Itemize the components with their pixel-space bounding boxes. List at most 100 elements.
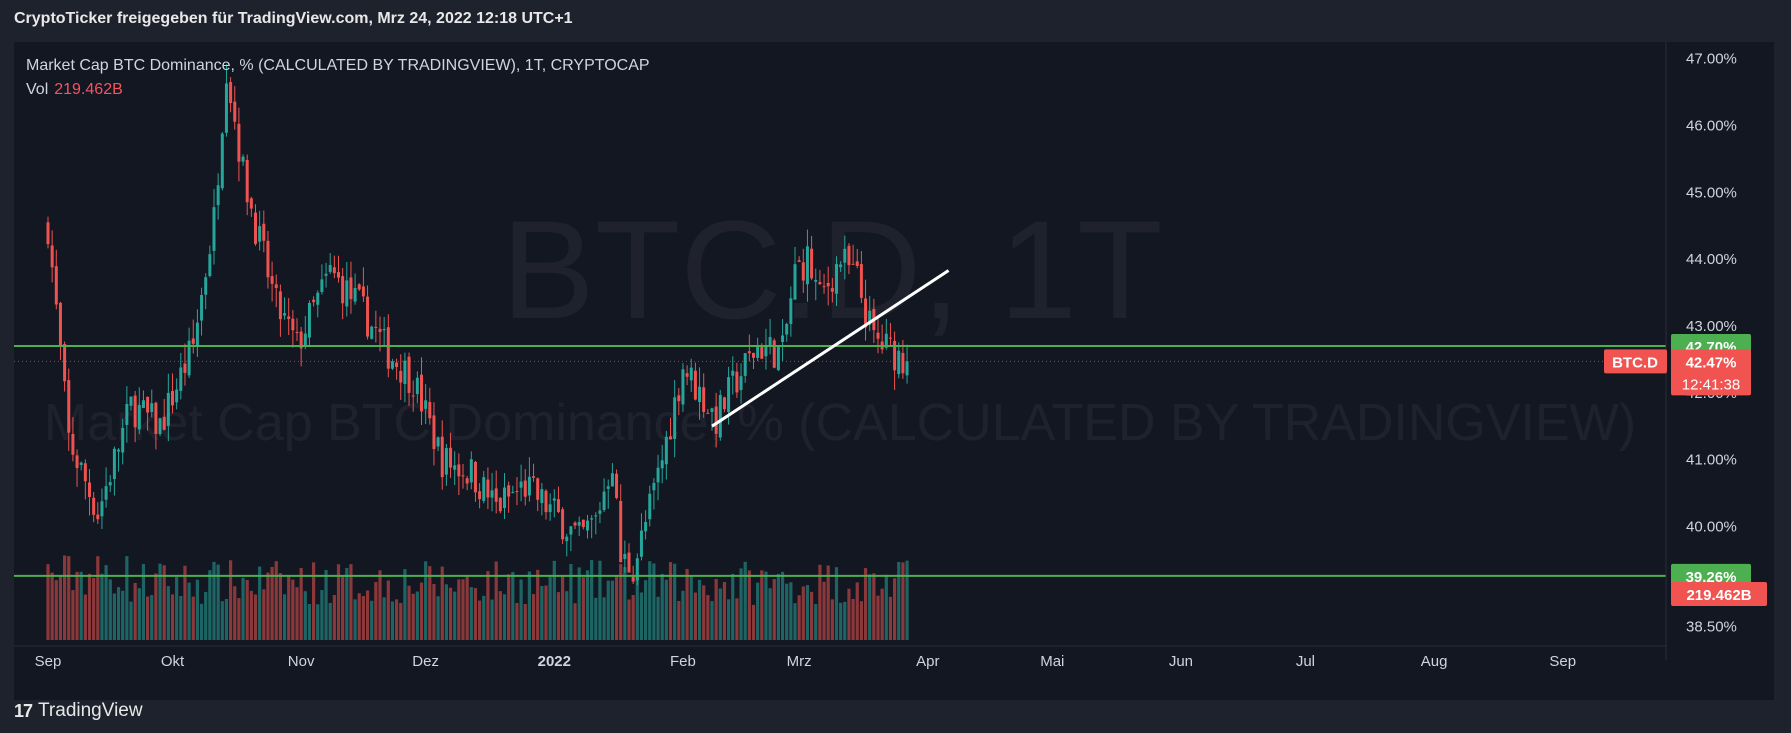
volume-bar [793,603,797,640]
volume-bar [407,585,411,640]
candle-body [415,377,419,395]
candle-body [54,266,58,305]
volume-bar [233,586,237,640]
volume-bar [229,560,233,640]
volume-bar [693,592,697,640]
candle-body [233,101,237,122]
candle-body [507,485,511,497]
volume-bars [46,555,909,640]
candle-body [586,520,589,531]
candle-body [619,500,623,563]
volume-bar [548,576,552,640]
time-tick-label: Dez [412,653,439,670]
volume-bar [602,597,606,640]
candle-body [150,403,154,413]
volume-bar [262,589,266,640]
volume-bar [50,572,54,640]
trendline-drawing [711,269,950,428]
volume-bar [648,561,652,640]
candle-body [258,226,262,242]
candle-body [212,207,216,251]
volume-bar [307,604,312,640]
candle-body [241,156,245,162]
volume-bar [63,555,67,640]
legend-volume-line: Vol 219.462B [26,78,650,102]
time-axis[interactable]: Sep Okt Nov Dez 2022 Feb Mrz Apr Mai Jun Jul Aug Sep [14,645,1666,670]
candle-body [698,386,702,403]
volume-bar [324,570,328,640]
candle-body [855,261,859,266]
candle-body [731,370,735,376]
volume-bar [830,599,834,640]
volume-bar [92,577,96,640]
volume-bar [731,573,735,640]
volume-bar [498,591,502,640]
symbol-watermark: BTC.D, 1T Market Cap BTC Dominance, % (CA… [44,191,1636,452]
volume-bar [320,590,324,640]
candle-body [498,497,502,512]
candle-body [814,279,818,282]
candle-body [768,337,772,347]
level-price-label-bg [1671,563,1751,588]
candle-body [349,277,353,300]
candle-body [473,461,477,493]
time-tick-label: Sep [35,653,62,670]
tradingview-branding[interactable]: 17 TradingView [14,697,143,725]
volume-bar [561,575,565,640]
candle-body [361,286,365,297]
volume-bar [656,596,660,640]
volume-bar [83,594,87,640]
volume-bar [461,579,465,640]
volume-bar [486,571,490,640]
volume-bar [365,590,370,640]
volume-bar [826,565,830,640]
tradingview-brand-name: TradingView [38,700,143,721]
candle-body [830,288,834,292]
volume-bar [199,603,204,640]
candle-body [312,299,316,303]
price-axis[interactable]: 47.00%46.00%45.00%44.00%43.00%42.00%41.0… [1604,42,1767,660]
volume-bar [834,567,839,640]
candle-body [581,519,585,528]
candle-body [540,489,544,504]
drawing-overlays[interactable] [14,269,1666,577]
volume-bar [714,578,718,640]
volume-bar [859,601,863,640]
candle-body [83,463,87,482]
volume-bar [735,598,739,640]
candle-body [897,350,901,375]
candle-body [635,558,639,581]
candle-body [864,298,868,328]
volume-bar [79,571,83,640]
candle-body [67,380,71,433]
volume-bar [291,579,295,640]
legend-volume-label: Vol [26,81,49,98]
candle-body [627,552,631,573]
candle-body [781,335,785,343]
candle-body [710,408,714,412]
candlestick-series [46,64,909,586]
candle-body [187,340,191,376]
time-tick-label: Mrz [787,653,812,670]
volume-bar [706,595,710,640]
volume-bar [544,585,548,640]
candle-body [623,553,627,560]
volume-bar [448,587,453,640]
candle-body [722,397,726,410]
candle-body [490,490,494,498]
candle-body [274,284,278,288]
volume-bar [129,601,133,640]
volume-bar [399,603,403,640]
candle-body [88,482,91,497]
candle-body [179,367,183,391]
candle-body [92,497,96,515]
volume-bar [552,560,556,640]
candle-body [544,490,548,513]
candle-body [399,370,403,383]
candle-body [395,362,399,367]
volume-bar [349,564,353,640]
volume-bar [511,571,515,640]
volume-bar [810,591,814,640]
candle-body [121,428,125,453]
